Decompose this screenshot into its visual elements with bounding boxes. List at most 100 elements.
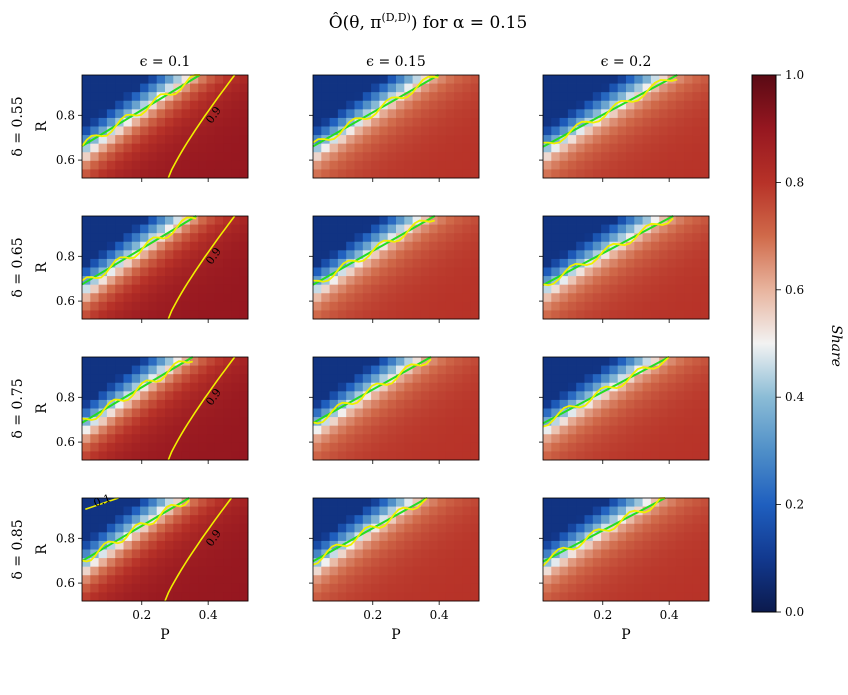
heatmap-cell (559, 592, 569, 602)
heatmap-cell (592, 498, 602, 507)
y-tick-label: 0.6 (56, 153, 75, 167)
heatmap-cell (387, 126, 397, 136)
heatmap-cell (584, 284, 594, 294)
heatmap-cell (231, 425, 241, 435)
heatmap-cell (551, 310, 560, 320)
colorbar-gradient (751, 74, 777, 613)
heatmap-cell (156, 365, 166, 375)
heatmap-cell (675, 540, 685, 550)
heatmap-cell (131, 293, 141, 303)
heatmap-cell (387, 506, 397, 516)
heatmap-cell (98, 575, 108, 585)
heatmap-cell (98, 169, 108, 179)
heatmap-cell (551, 515, 560, 525)
heatmap-cell (354, 417, 364, 427)
panel-frame (542, 497, 710, 602)
heatmap-cell (454, 267, 463, 277)
heatmap-cell (576, 301, 585, 311)
heatmap-cell (675, 417, 685, 427)
heatmap-cell (470, 391, 480, 401)
heatmap-cell (387, 169, 397, 179)
heatmap-cell (189, 506, 199, 516)
heatmap-cell (445, 83, 455, 93)
heatmap-cell (123, 143, 133, 153)
column-label: ϵ = 0.2 (601, 54, 652, 70)
heatmap-cell (156, 126, 166, 136)
heatmap-cell (601, 515, 610, 525)
heatmap-cell (82, 399, 91, 409)
heatmap-cell (231, 540, 241, 550)
heatmap-cell (231, 143, 241, 153)
heatmap-cell (198, 558, 207, 568)
heatmap-cell (601, 100, 610, 110)
heatmap-cell (106, 434, 116, 444)
heatmap-cell (551, 365, 560, 375)
heatmap-cell (684, 566, 693, 576)
heatmap-cell (684, 92, 693, 102)
heatmap-cell (634, 301, 643, 311)
heatmap-cell (404, 417, 413, 427)
heatmap-cell (420, 417, 430, 427)
heatmap-cell (567, 399, 577, 409)
heatmap-cell (404, 575, 413, 585)
heatmap-cell (98, 83, 108, 93)
heatmap-cell (567, 258, 577, 268)
heatmap-cell (445, 100, 455, 110)
heatmap-cell (346, 250, 355, 260)
heatmap-cell (165, 83, 174, 93)
heatmap-cell (559, 143, 569, 153)
heatmap-cell (692, 549, 702, 559)
heatmap-cell (123, 310, 133, 320)
heatmap-cell (454, 399, 463, 409)
heatmap-cell (404, 284, 413, 294)
heatmap-cell (609, 92, 619, 102)
heatmap-cell (337, 515, 347, 525)
heatmap-cell (659, 399, 668, 409)
heatmap-cell (609, 532, 619, 542)
heatmap-cell (140, 515, 149, 525)
heatmap-cell (396, 135, 405, 145)
heatmap-cell (462, 83, 472, 93)
heatmap-cell (387, 216, 397, 225)
heatmap-cell (684, 126, 693, 136)
heatmap-cell (642, 408, 652, 418)
heatmap-cell (148, 399, 158, 409)
heatmap-panel: 0.2 0.4P (539, 497, 710, 643)
heatmap-cell (140, 267, 149, 277)
heatmap-cell (189, 109, 199, 119)
heatmap-cell (387, 451, 397, 461)
heatmap-cell (148, 310, 158, 320)
heatmap-cell (445, 284, 455, 294)
heatmap-cell (609, 117, 619, 127)
heatmap-cell (692, 301, 702, 311)
heatmap-cell (362, 284, 372, 294)
heatmap-cell (379, 523, 389, 533)
heatmap-cell (329, 566, 339, 576)
heatmap-cell (692, 391, 702, 401)
contour-line-0.1 (85, 497, 119, 510)
heatmap-cell (576, 357, 585, 366)
heatmap-cell (692, 160, 702, 170)
heatmap-cell (543, 425, 552, 435)
heatmap-cell (198, 566, 207, 576)
heatmap-cell (82, 408, 91, 418)
heatmap-cell (551, 442, 560, 452)
heatmap-cell (462, 100, 472, 110)
heatmap-cell (362, 515, 372, 525)
heatmap-cell (131, 558, 141, 568)
heatmap-cell (140, 382, 149, 392)
heatmap-cell (584, 293, 594, 303)
heatmap-cell (198, 442, 207, 452)
heatmap-cell (404, 399, 413, 409)
heatmap-cell (567, 241, 577, 251)
heatmap-cell (659, 250, 668, 260)
heatmap-cell (462, 143, 472, 153)
heatmap-cell (82, 451, 91, 461)
heatmap-cell (115, 425, 124, 435)
heatmap-cell (543, 408, 552, 418)
heatmap-cell (337, 365, 347, 375)
heatmap-cell (231, 558, 241, 568)
heatmap-cell (115, 169, 124, 179)
heatmap-cell (82, 109, 91, 119)
heatmap-cell (156, 357, 166, 366)
